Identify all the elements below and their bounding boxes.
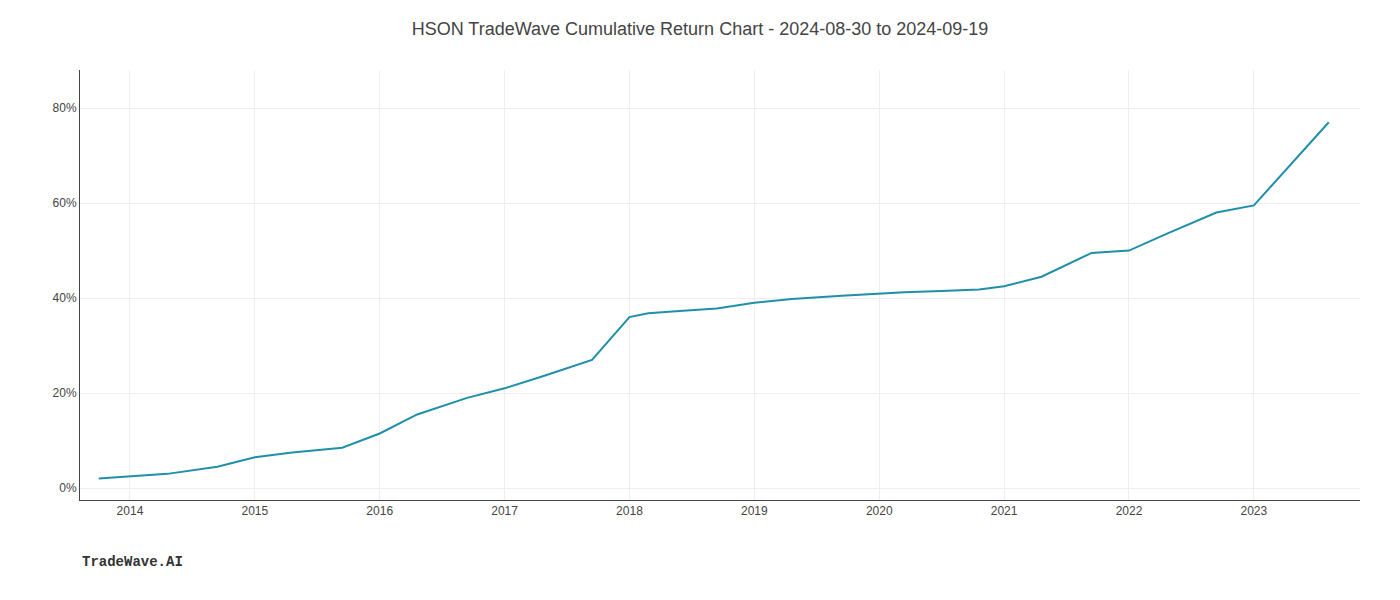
svg-text:2015: 2015 [241, 504, 268, 518]
svg-text:2016: 2016 [366, 504, 393, 518]
svg-text:20%: 20% [53, 386, 77, 400]
svg-text:2014: 2014 [117, 504, 144, 518]
svg-text:2018: 2018 [616, 504, 643, 518]
svg-text:2020: 2020 [866, 504, 893, 518]
svg-text:2019: 2019 [741, 504, 768, 518]
svg-text:60%: 60% [53, 196, 77, 210]
svg-text:2021: 2021 [991, 504, 1018, 518]
svg-text:80%: 80% [53, 101, 77, 115]
svg-text:2022: 2022 [1116, 504, 1143, 518]
svg-text:TradeWave.AI: TradeWave.AI [82, 554, 183, 570]
svg-text:40%: 40% [53, 291, 77, 305]
svg-text:HSON TradeWave Cumulative Retu: HSON TradeWave Cumulative Return Chart -… [412, 19, 989, 39]
svg-text:0%: 0% [59, 481, 77, 495]
svg-text:2023: 2023 [1240, 504, 1267, 518]
svg-text:2017: 2017 [491, 504, 518, 518]
